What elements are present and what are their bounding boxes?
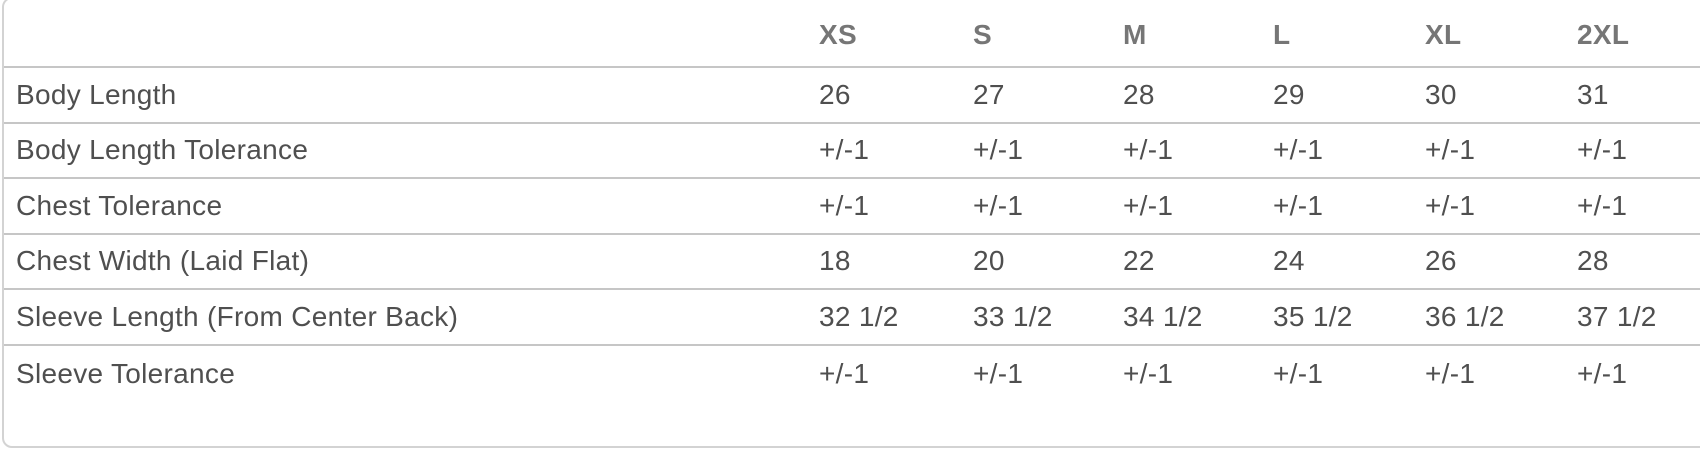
cell-value: +/-1 — [819, 357, 870, 389]
row-label: Chest Width (Laid Flat) — [4, 233, 819, 290]
cell-value: 37 1/2 — [1577, 289, 1700, 346]
row-label: Sleeve Length (From Center Back) — [4, 289, 819, 346]
table-row-chest-width: Chest Width (Laid Flat) 18 20 22 24 26 2… — [4, 233, 1700, 290]
cell-value: +/-1 — [1577, 122, 1700, 179]
cell-value: +/-1 — [1273, 357, 1324, 389]
column-header-s: S — [973, 0, 1123, 68]
cell-value: +/-1 — [1577, 178, 1700, 235]
table-row-sleeve-tolerance: Sleeve Tolerance +/-1 +/-1 +/-1 +/-1 +/-… — [4, 345, 1700, 401]
column-header-xs: XS — [819, 0, 973, 68]
table-row-chest-tolerance: Chest Tolerance +/-1 +/-1 +/-1 +/-1 +/-1… — [4, 178, 1700, 235]
cell-value: +/-1 — [973, 178, 1123, 235]
cell-value: 31 — [1577, 67, 1700, 124]
cell-value: 27 — [973, 67, 1123, 124]
row-label: Body Length — [4, 67, 819, 124]
table-row-sleeve-length: Sleeve Length (From Center Back) 32 1/2 … — [4, 289, 1700, 346]
cell-value: +/-1 — [1273, 178, 1425, 235]
cell-value: 28 — [1123, 67, 1273, 124]
cell-value: 33 1/2 — [973, 289, 1123, 346]
cell-value: 26 — [819, 67, 973, 124]
row-label: Sleeve Tolerance — [16, 357, 236, 389]
column-header-l: L — [1273, 0, 1425, 68]
size-chart-table: XS S M L XL 2XL Body Length 26 27 28 29 … — [4, 0, 1700, 400]
cell-value: 20 — [973, 233, 1123, 290]
cell-value: +/-1 — [1273, 122, 1425, 179]
header-row: XS S M L XL 2XL — [4, 0, 1700, 68]
cell-value: 28 — [1577, 233, 1700, 290]
row-label: Chest Tolerance — [4, 178, 819, 235]
cell-value: +/-1 — [1577, 357, 1628, 389]
row-label: Body Length Tolerance — [4, 122, 819, 179]
column-header-m: M — [1123, 0, 1273, 68]
cell-value: +/-1 — [1425, 178, 1577, 235]
cell-value: 29 — [1273, 67, 1425, 124]
cell-value: 36 1/2 — [1425, 289, 1577, 346]
cell-value: 34 1/2 — [1123, 289, 1273, 346]
cell-value: 26 — [1425, 233, 1577, 290]
corner-cell — [4, 0, 819, 68]
cell-value: 35 1/2 — [1273, 289, 1425, 346]
cell-value: +/-1 — [1425, 357, 1476, 389]
column-header-xl: XL — [1425, 0, 1577, 68]
cell-value: 18 — [819, 233, 973, 290]
cell-value: 30 — [1425, 67, 1577, 124]
cell-value: +/-1 — [1123, 357, 1174, 389]
cell-value: +/-1 — [819, 178, 973, 235]
cell-value: +/-1 — [819, 122, 973, 179]
cell-value: +/-1 — [973, 122, 1123, 179]
column-header-2xl: 2XL — [1577, 0, 1700, 68]
cell-value: 24 — [1273, 233, 1425, 290]
cell-value: +/-1 — [973, 357, 1024, 389]
cell-value: 22 — [1123, 233, 1273, 290]
table-row-body-length-tolerance: Body Length Tolerance +/-1 +/-1 +/-1 +/-… — [4, 122, 1700, 179]
cell-value: +/-1 — [1123, 122, 1273, 179]
cell-value: +/-1 — [1425, 122, 1577, 179]
cell-value: +/-1 — [1123, 178, 1273, 235]
cell-value: 32 1/2 — [819, 289, 973, 346]
table-row-body-length: Body Length 26 27 28 29 30 31 — [4, 67, 1700, 124]
